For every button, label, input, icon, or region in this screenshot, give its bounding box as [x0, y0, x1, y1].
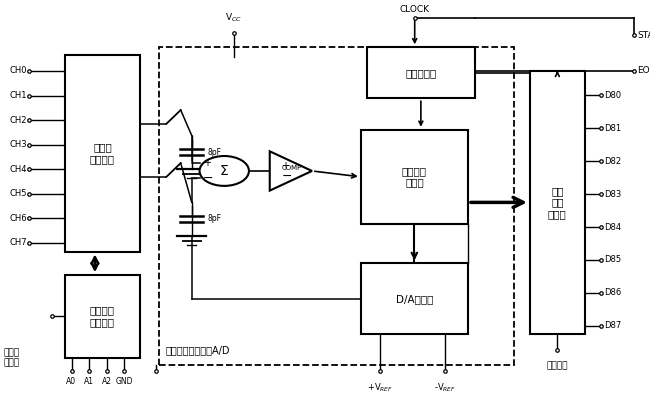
FancyBboxPatch shape	[361, 263, 468, 334]
Text: START: START	[637, 31, 650, 40]
Text: +: +	[281, 161, 289, 171]
Text: CH0: CH0	[10, 66, 27, 75]
Text: D84: D84	[604, 222, 621, 231]
Text: D87: D87	[604, 321, 622, 331]
Text: D/A变换器: D/A变换器	[396, 294, 433, 304]
Text: EOC: EOC	[637, 66, 650, 75]
FancyBboxPatch shape	[65, 275, 140, 358]
Text: COMP: COMP	[281, 165, 302, 171]
Text: CLOCK: CLOCK	[400, 6, 430, 14]
Text: CH7: CH7	[10, 239, 27, 248]
FancyBboxPatch shape	[65, 55, 140, 252]
Text: A1: A1	[84, 377, 94, 386]
Text: V$_{CC}$: V$_{CC}$	[226, 11, 242, 24]
Text: −: −	[281, 170, 292, 184]
Text: CH1: CH1	[10, 91, 27, 100]
Text: 地址锁存
和解码器: 地址锁存 和解码器	[90, 306, 115, 327]
Text: D83: D83	[604, 190, 622, 199]
Text: 八通道
多路开关: 八通道 多路开关	[90, 143, 115, 164]
Text: D81: D81	[604, 124, 621, 133]
Text: +V$_{REF}$: +V$_{REF}$	[367, 381, 393, 393]
Text: D80: D80	[604, 91, 621, 100]
Text: CH6: CH6	[10, 214, 27, 223]
Polygon shape	[270, 151, 312, 191]
Text: 地址锁
存使能: 地址锁 存使能	[3, 348, 20, 367]
Text: 控制和时序: 控制和时序	[405, 68, 437, 78]
Text: CH4: CH4	[10, 165, 27, 174]
FancyBboxPatch shape	[367, 47, 474, 98]
Text: 三态
输出
缓冲器: 三态 输出 缓冲器	[548, 186, 567, 219]
Text: CH5: CH5	[10, 189, 27, 198]
Text: D86: D86	[604, 288, 622, 298]
Circle shape	[200, 156, 249, 186]
Text: -V$_{REF}$: -V$_{REF}$	[434, 381, 456, 393]
Text: 8pF: 8pF	[208, 148, 222, 156]
FancyBboxPatch shape	[530, 71, 585, 334]
Text: CH2: CH2	[10, 116, 27, 125]
Text: A2: A2	[101, 377, 112, 386]
Text: CH3: CH3	[10, 140, 27, 149]
Text: 输出使能: 输出使能	[547, 362, 568, 371]
FancyBboxPatch shape	[361, 130, 468, 224]
Text: +: +	[203, 158, 211, 168]
Text: GND: GND	[116, 377, 133, 386]
Text: Σ: Σ	[220, 164, 229, 178]
Text: 具有采样和保持的A/D: 具有采样和保持的A/D	[166, 346, 230, 356]
Text: −: −	[203, 172, 213, 185]
Text: A0: A0	[66, 377, 77, 386]
Text: 8pF: 8pF	[208, 215, 222, 223]
Text: 逐次接近
寄存器: 逐次接近 寄存器	[402, 166, 427, 187]
Text: D82: D82	[604, 157, 621, 166]
Text: D85: D85	[604, 255, 621, 264]
